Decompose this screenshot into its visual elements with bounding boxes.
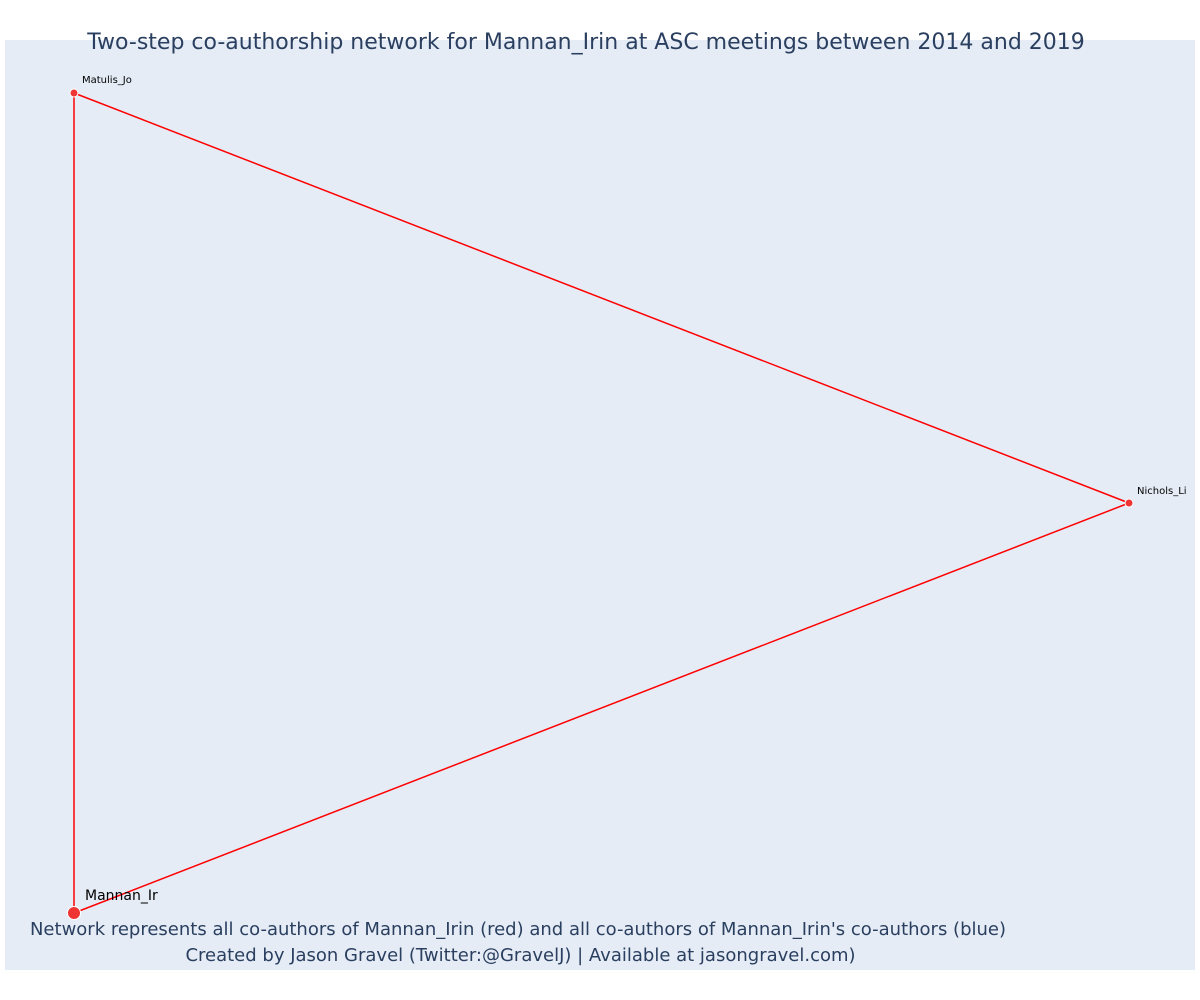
chart-title: Two-step co-authorship network for Manna… <box>87 30 1085 55</box>
node-nichols[interactable] <box>1124 498 1134 508</box>
caption-line-2: Created by Jason Gravel (Twitter:@Gravel… <box>185 945 856 966</box>
edge-matulis-nichols <box>73 92 1130 504</box>
label-layer: Mannan_Ir Matulis_Jo Nichols_Li <box>82 75 1187 904</box>
node-label-mannan: Mannan_Ir <box>85 888 158 904</box>
node-label-matulis: Matulis_Jo <box>82 75 132 86</box>
caption-line-1: Network represents all co-authors of Man… <box>29 919 1007 940</box>
node-matulis[interactable] <box>69 88 79 98</box>
plot-area <box>5 40 1195 970</box>
node-label-nichols: Nichols_Li <box>1137 486 1187 497</box>
node-mannan[interactable] <box>67 906 81 920</box>
node-layer <box>67 88 1134 920</box>
edge-nichols-mannan <box>73 502 1130 914</box>
edge-layer <box>73 92 1130 914</box>
